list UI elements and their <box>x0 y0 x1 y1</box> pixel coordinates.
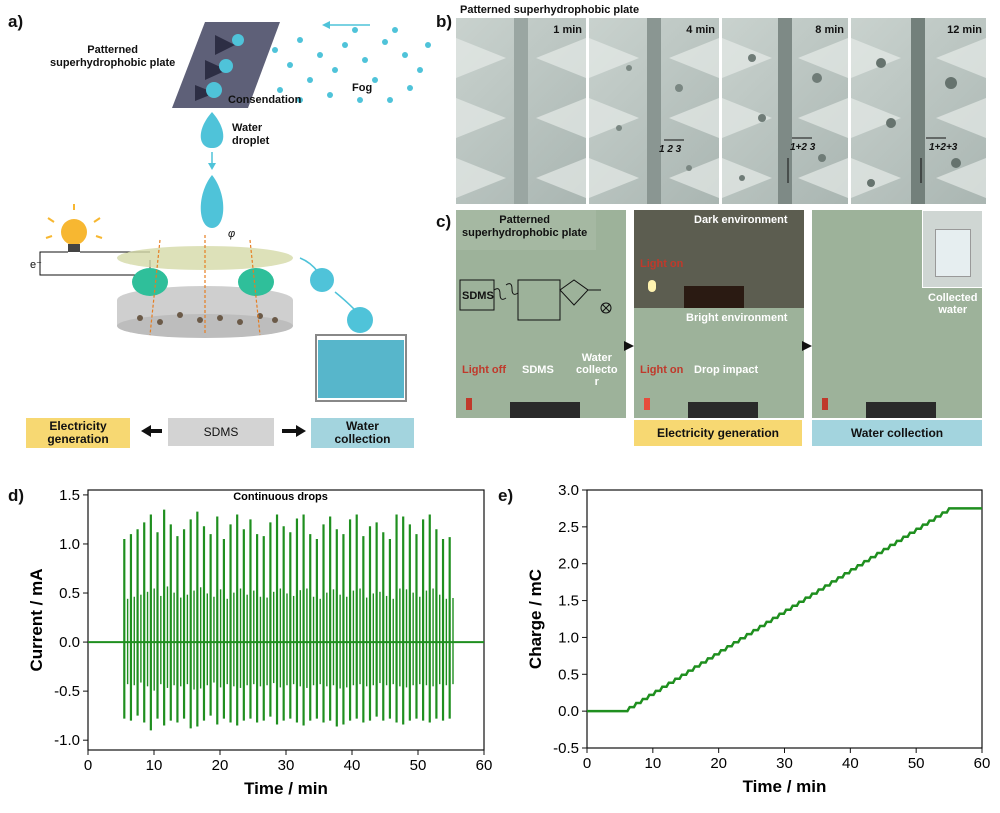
electron-label: e⁻ <box>30 259 42 271</box>
fog-label: Fog <box>352 82 373 94</box>
x-tick-label: 10 <box>644 755 661 772</box>
y-tick-label: -0.5 <box>54 683 80 700</box>
x-tick-label: 30 <box>776 755 793 772</box>
frame-1-time: 1 min <box>553 24 582 36</box>
fog-droplets <box>272 27 431 103</box>
photo-collected: Collected water <box>812 210 982 418</box>
frame-4-annotation: 1+2+3 <box>929 142 958 153</box>
c-water-tag: Water collection <box>812 420 982 446</box>
y-tick-label: 2.5 <box>558 519 579 536</box>
y-tick-label: 1.5 <box>558 593 579 610</box>
water-collection-tag: Water collection <box>311 418 414 448</box>
chart-annotation: Continuous drops <box>233 491 328 503</box>
bright-env-label: Bright environment <box>686 312 788 324</box>
plate-label: Patterned superhydrophobic plate <box>50 44 176 69</box>
panel-b-letter: b) <box>436 12 453 31</box>
collected-water-label: Collected water <box>928 292 978 316</box>
x-tick-label: 0 <box>583 755 591 772</box>
electricity-generation-tag: Electricity generation <box>26 418 130 448</box>
dark-env-label: Dark environment <box>694 214 788 226</box>
water-droplet-1 <box>200 112 224 148</box>
x-tick-label: 40 <box>842 755 859 772</box>
y-axis-label: Charge / mC <box>526 569 545 669</box>
drop-impact-label: Drop impact <box>694 364 759 376</box>
y-tick-label: 0.5 <box>59 585 80 602</box>
droplet-label: Water droplet <box>232 122 270 147</box>
frame-1min: 1 min <box>456 18 586 204</box>
chart-current: 0 10 20 30 40 50 60 -1.0 -0.5 0.0 0.5 1.0 1.5 Time / … <box>27 487 493 798</box>
y-tick-label: 1.5 <box>59 487 80 504</box>
frame-4-time: 12 min <box>947 24 982 36</box>
charge-line <box>587 507 982 713</box>
collected-water-inset <box>922 210 982 288</box>
x-axis-label: Time / min <box>244 779 328 798</box>
frame-3-annotation: 1+2 3 <box>790 142 816 153</box>
panel-a-letter: a) <box>8 12 24 31</box>
panel-e-letter: e) <box>498 486 514 505</box>
panel-b-title: Patterned superhydrophobic plate <box>460 4 640 16</box>
frame-2-time: 4 min <box>686 24 715 36</box>
photo-light-off: Patterned superhydrophobic plate SDMS Li… <box>456 210 626 418</box>
y-tick-label: 3.0 <box>558 482 579 499</box>
x-tick-label: 40 <box>344 757 361 774</box>
y-tick-label: 0.5 <box>558 666 579 683</box>
x-tick-label: 10 <box>146 757 163 774</box>
c-sdms-label: SDMS <box>522 364 554 376</box>
panel-c-letter: c) <box>436 212 452 231</box>
c-plate-label: Patterned superhydrophobic plate <box>462 214 588 239</box>
light-on-dark-label: Light on <box>640 258 684 270</box>
photo-light-on: Dark environment Light on Bright environ… <box>634 210 804 418</box>
frame-2-annotation: 1 2 3 <box>659 144 682 155</box>
x-tick-label: 50 <box>410 757 427 774</box>
condensation-label: Consendation <box>228 94 302 106</box>
phi-label: φ <box>228 228 236 240</box>
panel-a-schematic <box>39 21 431 437</box>
y-tick-label: 1.0 <box>558 629 579 646</box>
frame-8min: 8 min 1+2 3 <box>722 18 848 204</box>
x-tick-label: 30 <box>278 757 295 774</box>
x-tick-label: 60 <box>476 757 493 774</box>
light-off-label: Light off <box>462 364 506 376</box>
x-tick-label: 0 <box>84 757 92 774</box>
x-tick-label: 60 <box>974 755 991 772</box>
y-tick-label: 0.0 <box>59 634 80 651</box>
x-tick-label: 20 <box>212 757 229 774</box>
frame-3-time: 8 min <box>815 24 844 36</box>
water-droplet-2 <box>200 175 224 228</box>
y-tick-label: 0.0 <box>558 703 579 720</box>
frame-4min: 4 min 1 2 3 <box>589 18 719 204</box>
x-tick-label: 50 <box>908 755 925 772</box>
water-container <box>318 340 404 398</box>
y-tick-label: 1.0 <box>59 536 80 553</box>
chart-charge: 0 10 20 30 40 50 60 -0.5 0.0 0.5 1.0 1.5 2.0 2.5 3.0 Ti… <box>526 482 991 796</box>
y-axis-label: Current / mA <box>27 569 46 672</box>
y-tick-label: -0.5 <box>553 740 579 757</box>
y-tick-label: 2.0 <box>558 556 579 573</box>
light-on-bright-label: Light on <box>640 364 684 376</box>
panel-d-letter: d) <box>8 486 25 505</box>
c-electricity-tag: Electricity generation <box>634 420 802 446</box>
x-tick-label: 20 <box>710 755 727 772</box>
sdms-tag: SDMS <box>168 418 274 446</box>
frame-12min: 12 min 1+2+3 <box>851 18 986 204</box>
plot-frame <box>586 489 983 749</box>
c-sdms-box: SDMS <box>462 290 494 302</box>
light-bulb-icon <box>61 219 87 245</box>
water-collector-label: Water collecto r <box>576 352 618 388</box>
x-axis-label: Time / min <box>743 777 827 796</box>
y-tick-label: -1.0 <box>54 732 80 749</box>
